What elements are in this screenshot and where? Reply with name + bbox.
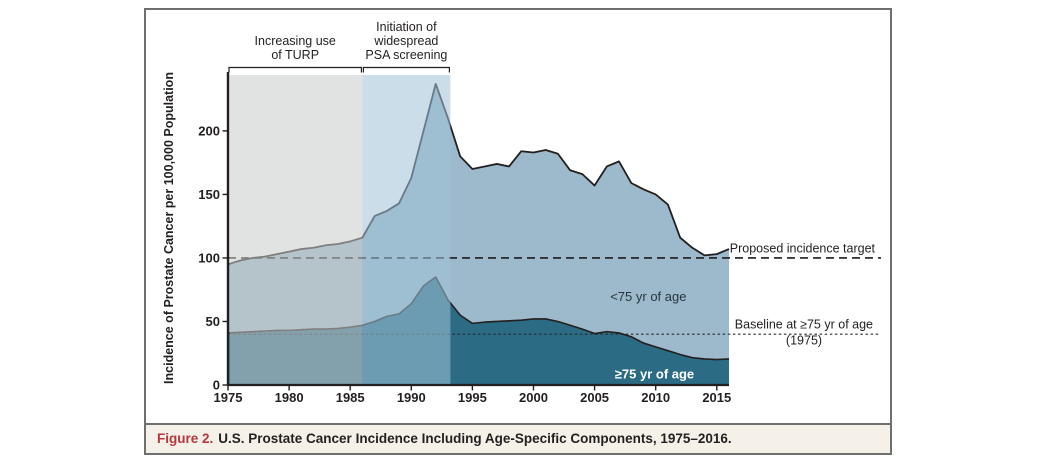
y-tick-label: 200 <box>198 123 220 138</box>
baseline-annotation: Baseline at ≥75 yr of age <box>735 318 873 332</box>
figure-box: Increasing use of TURP Initiation of widesp… <box>144 8 892 455</box>
baseline-annotation-year: (1975) <box>786 334 822 348</box>
turp-band-label: of TURP <box>271 48 319 62</box>
turp-band-label: Increasing use <box>255 34 336 48</box>
figure-caption: Figure 2. U.S. Prostate Cancer Incidence … <box>146 423 890 453</box>
x-tick-label: 2015 <box>702 390 731 405</box>
region-label-75plus: ≥75 yr of age <box>615 367 694 382</box>
x-tick-label: 2000 <box>519 390 548 405</box>
turp-bracket <box>228 66 363 73</box>
caption-text: U.S. Prostate Cancer Incidence Including… <box>218 431 732 446</box>
target-annotation: Proposed incidence target <box>730 242 876 256</box>
x-tick-label: 2005 <box>580 390 609 405</box>
x-tick-label: 1995 <box>458 390 487 405</box>
y-tick-label: 100 <box>198 250 220 265</box>
psa-band-label: Initiation of <box>376 20 437 34</box>
psa-bracket <box>362 66 450 73</box>
x-tick-label: 1980 <box>275 390 304 405</box>
chart-area: Increasing use of TURP Initiation of widesp… <box>146 10 890 423</box>
y-tick-label: 0 <box>213 378 220 393</box>
band-psa <box>362 75 451 384</box>
x-tick-label: 1975 <box>214 390 243 405</box>
y-axis-title: Incidence of Prostate Cancer per 100,000… <box>162 72 176 384</box>
x-tick-label: 1990 <box>397 390 426 405</box>
caption-figure-number: Figure 2. <box>157 431 214 446</box>
x-tick-label: 1985 <box>336 390 365 405</box>
y-tick-label: 50 <box>206 314 220 329</box>
band-turp <box>229 75 363 384</box>
psa-band-label: widespread <box>373 34 438 48</box>
psa-band-label: PSA screening <box>365 48 447 62</box>
region-label-under75: <75 yr of age <box>610 289 686 304</box>
y-tick-label: 150 <box>198 187 220 202</box>
x-tick-label: 2010 <box>641 390 670 405</box>
